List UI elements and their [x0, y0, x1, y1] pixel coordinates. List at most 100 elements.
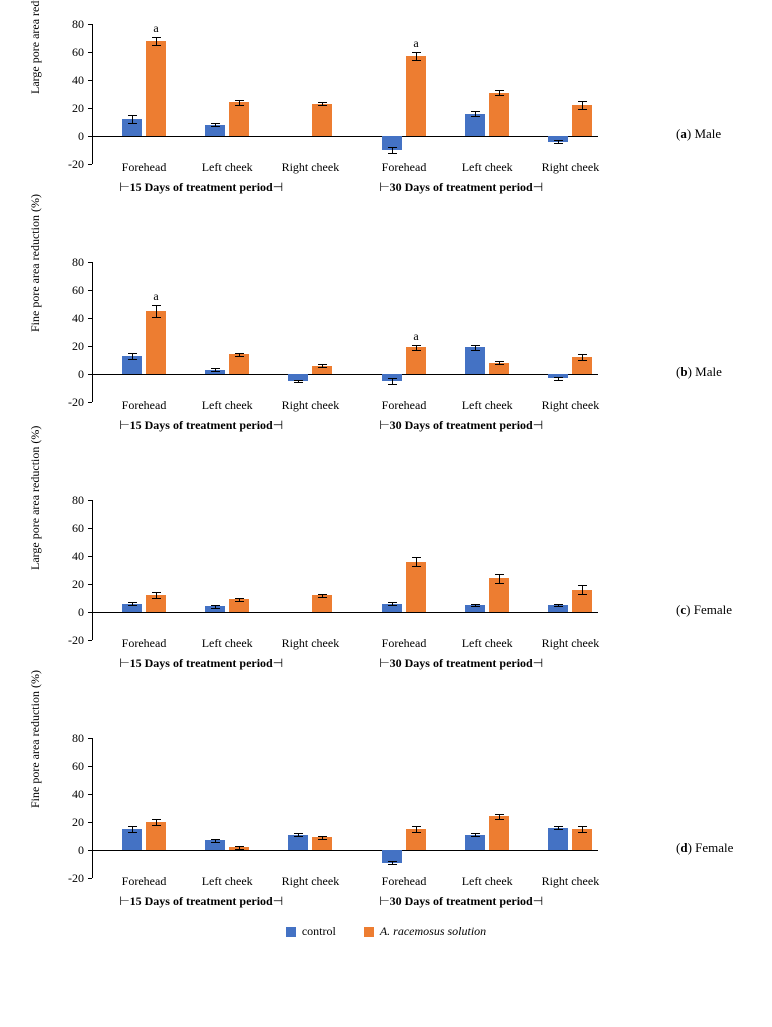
error-cap — [578, 832, 587, 833]
error-bar — [416, 557, 417, 565]
error-bar — [156, 305, 157, 316]
treatment-bar — [312, 104, 332, 136]
error-cap — [152, 598, 161, 599]
y-tick-label: 20 — [44, 578, 84, 590]
category-label: Forehead — [122, 636, 167, 651]
panel-group: Female — [694, 602, 732, 617]
y-tick — [88, 766, 92, 767]
legend-label-treatment: A. racemosus solution — [380, 924, 486, 938]
x-axis-line — [92, 612, 598, 613]
error-cap — [152, 45, 161, 46]
error-cap — [412, 350, 421, 351]
category-label: Right cheek — [282, 160, 340, 175]
error-cap — [495, 583, 504, 584]
category-label: Forehead — [122, 160, 167, 175]
panel-side-label: (c) Female — [676, 602, 772, 618]
category-label: Forehead — [382, 636, 427, 651]
error-cap — [495, 90, 504, 91]
error-cap — [128, 123, 137, 124]
period-text: 30 Days of treatment period — [390, 656, 533, 670]
y-tick-label: 0 — [44, 130, 84, 142]
category-label: Right cheek — [542, 636, 600, 651]
error-cap — [578, 109, 587, 110]
category-label: Left cheek — [462, 160, 513, 175]
y-tick — [88, 850, 92, 851]
error-cap — [578, 585, 587, 586]
control-bar — [548, 828, 568, 850]
y-tick — [88, 402, 92, 403]
panel-side-label: (b) Male — [676, 364, 772, 380]
legend-item-treatment: A. racemosus solution — [364, 924, 486, 939]
period-label-30: ⊢ 30 Days of treatment period ⊣ — [379, 656, 543, 671]
error-cap — [128, 832, 137, 833]
panel-c: Large pore area reduction (%)-2002040608… — [20, 488, 660, 726]
x-axis-line — [92, 374, 598, 375]
treatment-bar — [406, 562, 426, 612]
error-bar — [582, 585, 583, 593]
error-cap — [152, 825, 161, 826]
category-label: Left cheek — [202, 398, 253, 413]
error-cap — [294, 836, 303, 837]
error-cap — [128, 353, 137, 354]
category-label: Forehead — [382, 160, 427, 175]
control-bar — [465, 347, 485, 374]
y-tick-label: 40 — [44, 550, 84, 562]
category-label: Forehead — [122, 398, 167, 413]
legend-label-control: control — [302, 924, 336, 938]
period-text: 15 Days of treatment period — [130, 656, 273, 670]
legend: control A. racemosus solution — [0, 924, 772, 939]
error-cap — [388, 147, 397, 148]
y-tick — [88, 52, 92, 53]
error-cap — [235, 105, 244, 106]
y-axis-line — [92, 738, 93, 878]
error-cap — [152, 305, 161, 306]
error-cap — [471, 833, 480, 834]
category-label: Right cheek — [542, 398, 600, 413]
period-label-15: ⊢ 15 Days of treatment period ⊣ — [119, 180, 283, 195]
plot-area: -20020406080aa — [92, 24, 612, 164]
error-cap — [235, 100, 244, 101]
y-tick — [88, 290, 92, 291]
y-tick-label: 0 — [44, 606, 84, 618]
period-label-15: ⊢ 15 Days of treatment period ⊣ — [119, 894, 283, 909]
panel-side-label: (a) Male — [676, 126, 772, 142]
y-tick-label: -20 — [44, 396, 84, 408]
error-cap — [294, 380, 303, 381]
error-cap — [152, 317, 161, 318]
y-tick — [88, 738, 92, 739]
error-cap — [211, 368, 220, 369]
y-tick — [88, 500, 92, 501]
error-cap — [211, 605, 220, 606]
error-cap — [412, 832, 421, 833]
error-cap — [294, 382, 303, 383]
y-tick-label: 0 — [44, 844, 84, 856]
error-cap — [412, 60, 421, 61]
panel-group: Male — [695, 364, 722, 379]
period-label-30: ⊢ 30 Days of treatment period ⊣ — [379, 894, 543, 909]
error-cap — [318, 836, 327, 837]
y-tick-label: 20 — [44, 816, 84, 828]
error-cap — [128, 359, 137, 360]
period-text: 15 Days of treatment period — [130, 894, 273, 908]
error-cap — [235, 601, 244, 602]
error-cap — [128, 826, 137, 827]
error-cap — [471, 836, 480, 837]
y-tick — [88, 318, 92, 319]
treatment-bar — [489, 816, 509, 850]
error-cap — [471, 111, 480, 112]
significance-annotation: a — [146, 289, 166, 304]
error-cap — [211, 371, 220, 372]
error-cap — [554, 826, 563, 827]
error-bar — [499, 574, 500, 582]
error-bar — [416, 52, 417, 60]
panels-container: Large pore area reduction (%)-2002040608… — [20, 12, 660, 964]
category-label: Forehead — [382, 398, 427, 413]
significance-annotation: a — [146, 21, 166, 36]
error-cap — [495, 814, 504, 815]
category-label: Left cheek — [462, 874, 513, 889]
error-cap — [211, 608, 220, 609]
y-axis-line — [92, 24, 93, 164]
error-cap — [211, 126, 220, 127]
y-axis-title: Fine pore area reduction (%) — [28, 194, 43, 332]
period-text: 15 Days of treatment period — [130, 418, 273, 432]
